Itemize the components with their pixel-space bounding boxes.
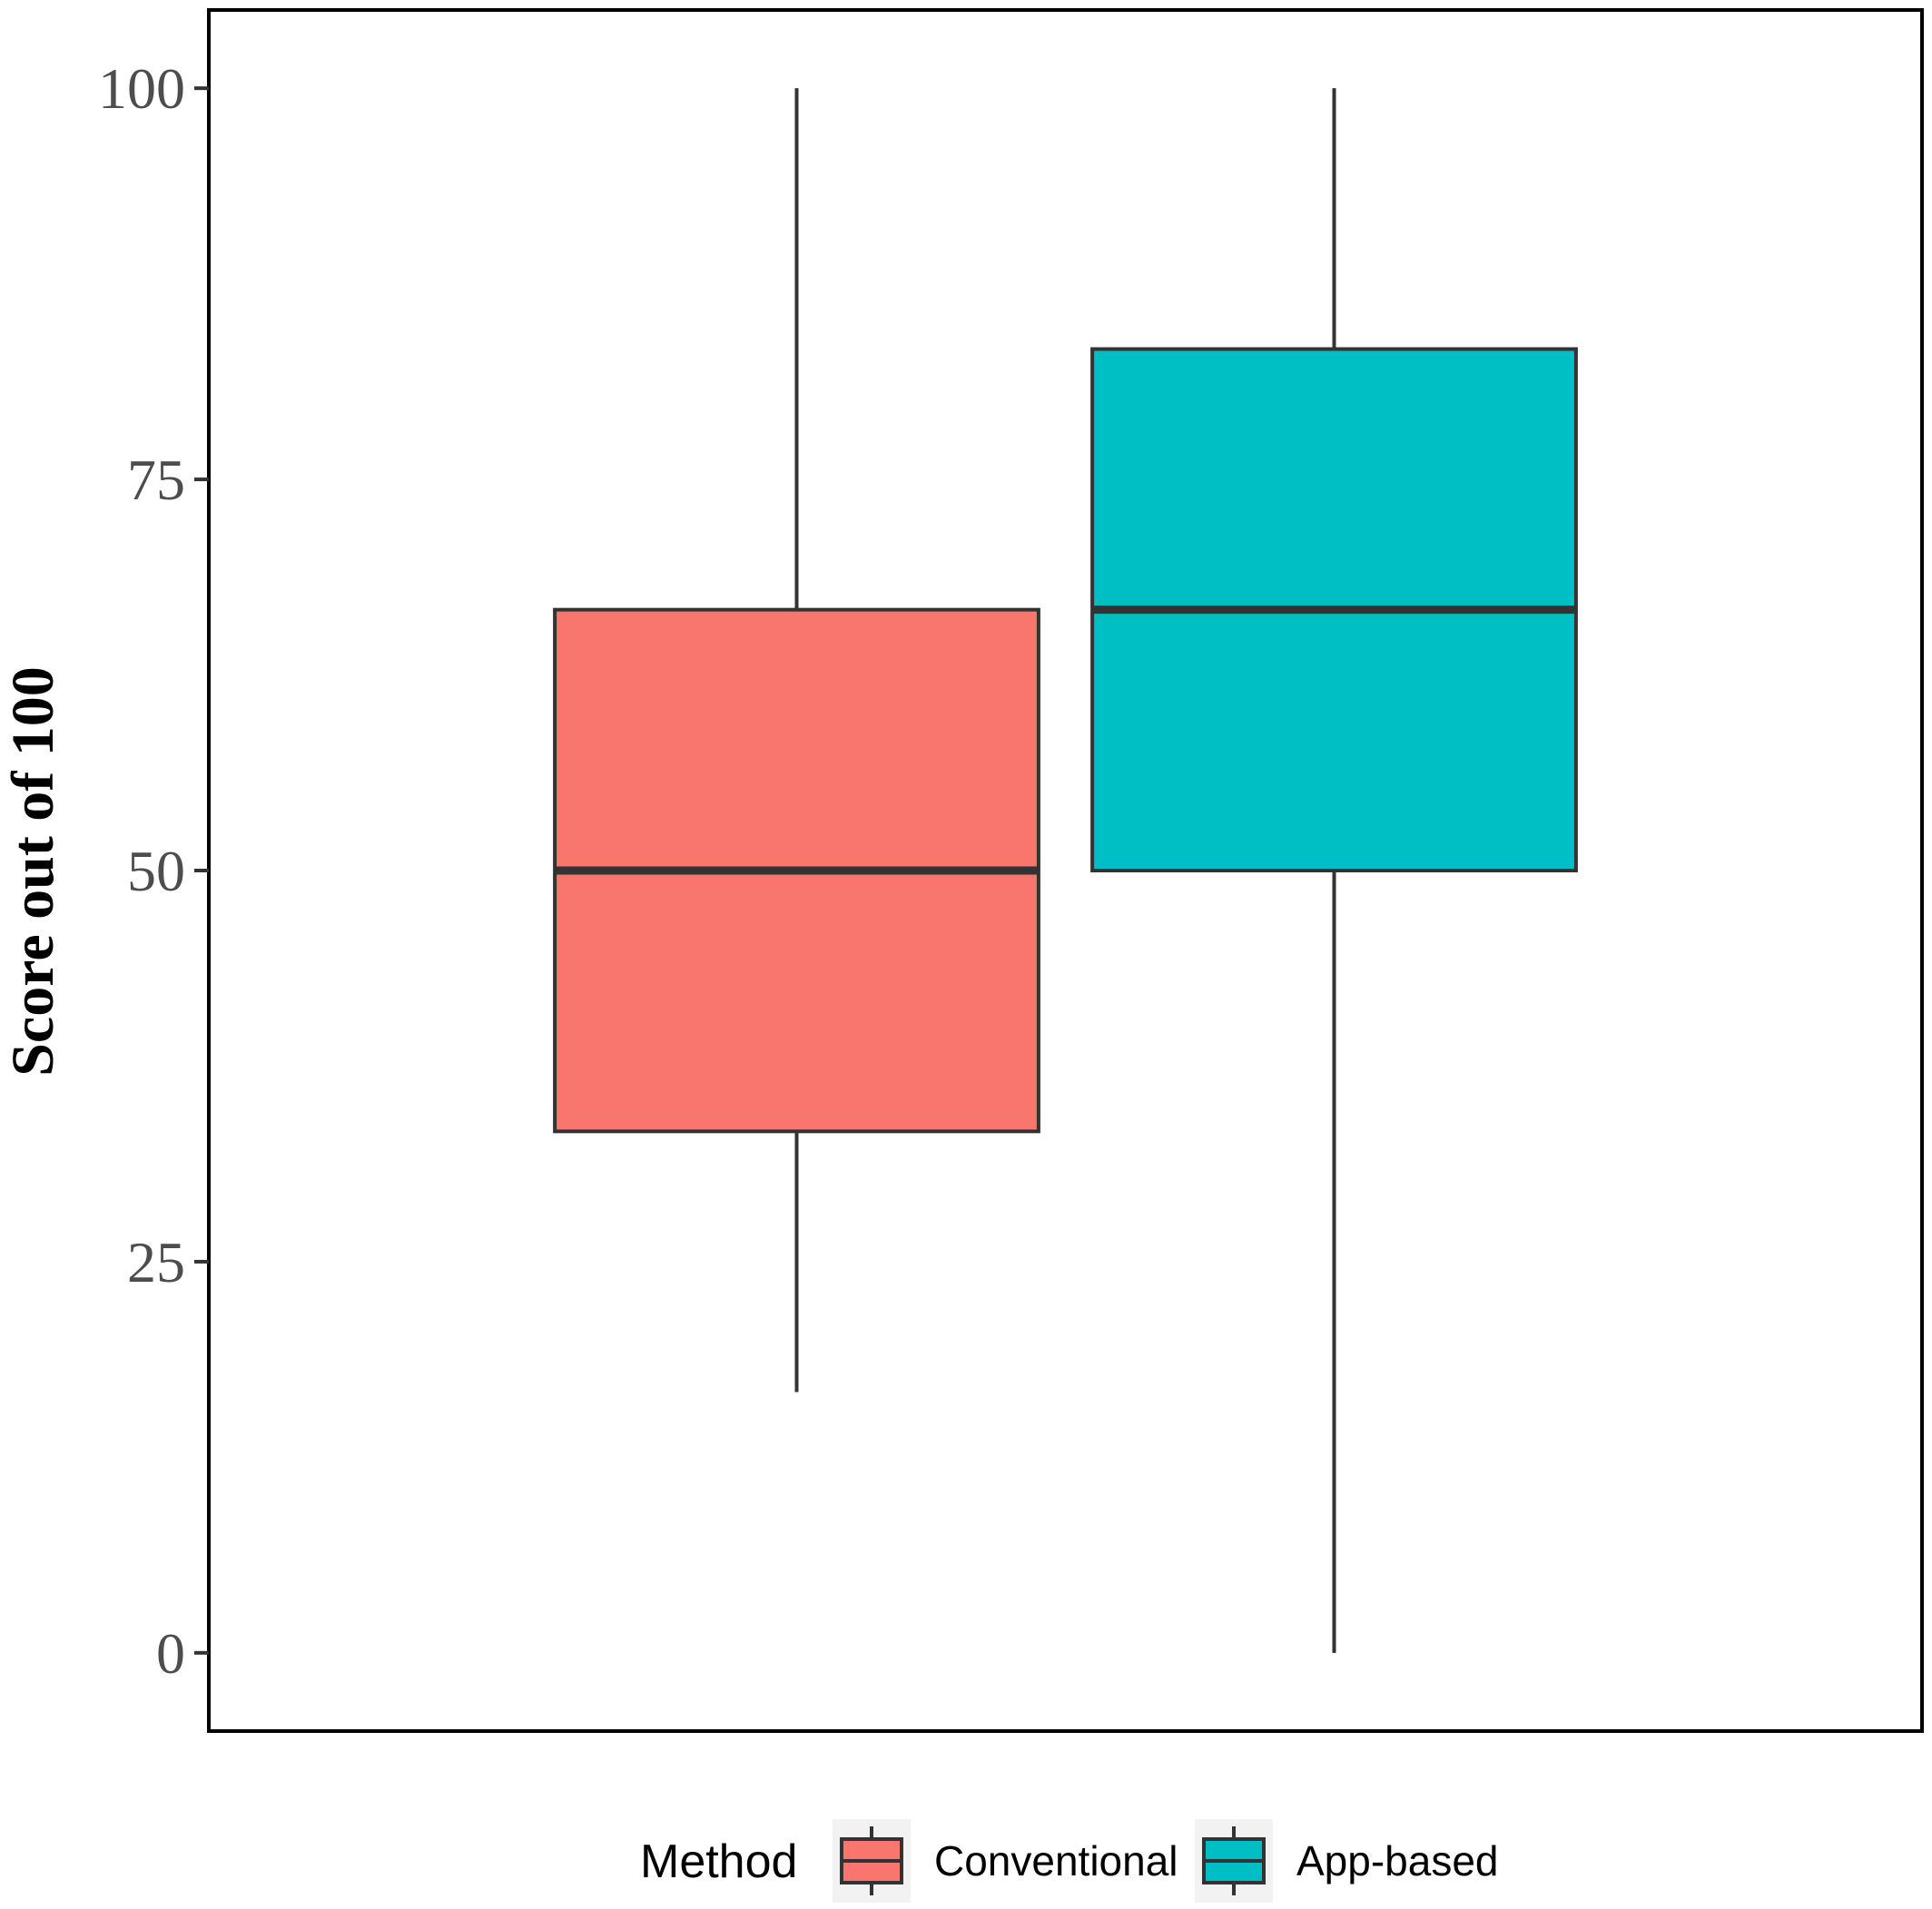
plot-panel-border [207, 8, 1924, 1733]
box-series [553, 88, 1578, 1653]
box-conventional [553, 88, 1040, 1392]
legend-title: Method [640, 1835, 797, 1888]
box-app-based [1090, 88, 1578, 1653]
legend-item: Conventional [833, 1819, 1178, 1903]
legend-label: App-based [1296, 1837, 1499, 1884]
y-tick-label: 0 [156, 1621, 185, 1686]
legend: Method Conventional App-based [640, 1819, 1499, 1903]
y-axis-title: Score out of 100 [0, 666, 66, 1077]
legend-item: App-based [1195, 1819, 1499, 1903]
y-tick-label: 25 [127, 1230, 185, 1294]
y-tick-label: 75 [127, 448, 185, 512]
y-tick-label: 50 [127, 839, 185, 903]
legend-label: Conventional [934, 1837, 1178, 1884]
y-tick-label: 100 [98, 56, 185, 121]
y-axis-ticks: 0 25 50 75 100 [98, 56, 209, 1686]
